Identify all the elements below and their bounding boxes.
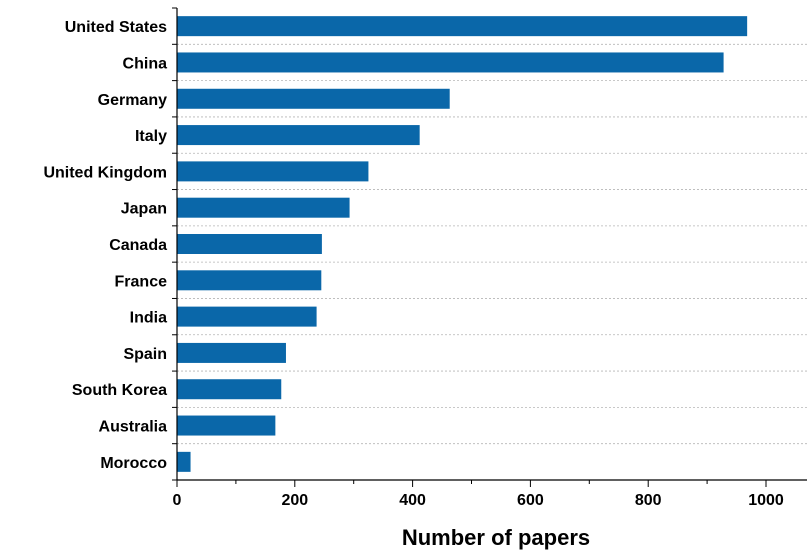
x-tick-label: 0 <box>173 492 182 509</box>
category-label: South Korea <box>72 382 167 399</box>
bar <box>177 16 748 37</box>
category-label: United States <box>65 19 167 36</box>
bar <box>177 306 317 327</box>
bar <box>177 451 191 472</box>
category-labels: United States China Germany Italy United Kin… <box>43 19 167 472</box>
bar <box>177 234 322 254</box>
bar <box>177 52 724 73</box>
x-tick-label: 600 <box>517 492 544 509</box>
category-label: Australia <box>99 419 168 436</box>
gridlines <box>177 43 807 445</box>
bar <box>177 197 350 218</box>
axes <box>176 8 807 481</box>
category-label: India <box>130 310 167 327</box>
bar <box>177 379 282 400</box>
x-tick-marks <box>176 480 767 487</box>
category-label: Morocco <box>100 455 167 472</box>
x-tick-label: 1000 <box>748 492 784 509</box>
category-label: Italy <box>135 128 167 145</box>
y-tick-marks <box>172 7 177 481</box>
x-tick-label: 800 <box>635 492 662 509</box>
category-label: France <box>115 273 168 290</box>
bar <box>177 88 450 109</box>
category-label: Spain <box>123 346 167 363</box>
x-tick-labels: 0 200 400 600 800 1000 <box>173 492 784 509</box>
bar <box>177 125 420 146</box>
category-label: Germany <box>98 92 167 109</box>
category-label: China <box>123 55 168 72</box>
bars <box>177 16 748 472</box>
bar <box>177 161 369 182</box>
category-label: Canada <box>109 237 167 254</box>
bar <box>177 415 276 436</box>
x-axis-title: Number of papers <box>402 525 590 550</box>
category-label: Japan <box>121 201 167 218</box>
x-tick-label: 400 <box>399 492 426 509</box>
category-label: United Kingdom <box>43 164 167 181</box>
bar <box>177 342 286 363</box>
x-tick-label: 200 <box>281 492 308 509</box>
bar <box>177 270 322 291</box>
